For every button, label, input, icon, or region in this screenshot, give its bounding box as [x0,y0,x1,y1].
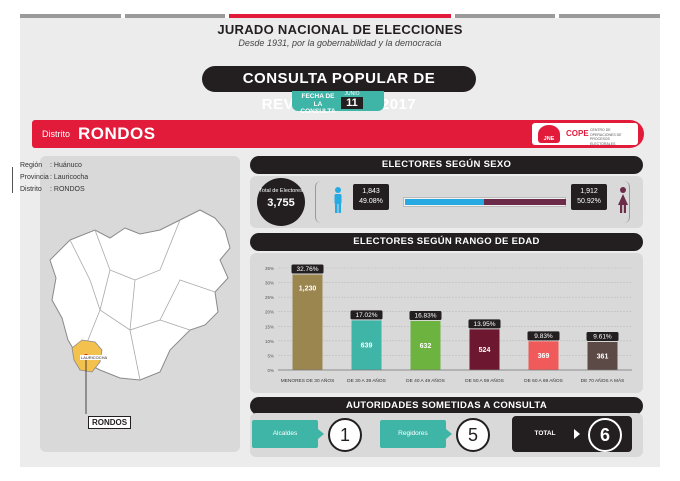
female-icon [618,187,628,213]
edad-heading: ELECTORES SEGÚN RANGO DE EDAD [250,233,643,251]
chart-y-tick: 5% [267,353,274,358]
sexo-bar-mujeres [484,199,566,205]
alcaldes-label: Alcaldes [252,420,318,448]
regidores-arrow-icon [446,429,452,439]
chart-category-label: DE 30 A 39 AÑOS [347,377,386,384]
chart-percent-label: 17.02% [355,312,377,319]
location-line [12,167,13,193]
chart-percent-label: 16.83% [414,312,436,319]
fecha-label: FECHA DE LA CONSULTA [300,93,336,115]
chart-percent-label: 13.95% [473,321,495,328]
autoridades-heading: AUTORIDADES SOMETIDAS A CONSULTA [250,397,643,415]
total-electores-badge: Total de Electores 3,755 [257,178,305,226]
distrito-band: Distrito RONDOS JNE COPE CENTRO DE OPERA… [32,120,644,148]
chart-percent-label-bg [291,264,324,274]
chart-category-label: DE 70 AÑOS A MÁS [581,377,625,384]
chart-value-label: 1,230 [299,286,317,293]
chart-value-label: 369 [538,353,550,360]
chart-y-tick: 10% [265,339,274,344]
cope-logo: JNE COPE CENTRO DE OPERACIONES DE PROCES… [532,123,638,146]
mujeres-pct: 50.92% [577,198,601,205]
huanuco-shape [49,209,231,381]
map-small-label: LAURICOCHA [80,355,109,360]
chart-bar [410,320,441,370]
chart-percent-label-bg [586,331,619,341]
edad-chart: 35% 30% 25% 20% 15% 10% 5% 0% 32.76% 1,230 MENORES… [265,264,632,384]
mujeres-value: 1,912 [580,188,598,195]
chart-y-tick: 20% [265,310,274,315]
province-borders [69,219,216,381]
chart-y-tick: 30% [265,281,274,286]
chart-value-label: 524 [479,347,491,354]
hombres-box: 1,843 49.08% [353,184,389,210]
total-autoridades-count: 6 [588,418,622,452]
fecha-dia: 11 [341,97,363,109]
chart-bar [292,274,323,370]
alcaldes-arrow-icon [318,429,324,439]
chart-percent-label-bg [527,331,560,341]
total-arrow-icon [574,429,580,439]
jne-logo-icon: JNE [538,125,560,143]
chart-bar [587,341,618,370]
chart-percent-label: 32.76% [296,266,318,273]
region-map [49,209,231,414]
loc-provincia: Provincia: Lauricocha [20,174,89,181]
cope-logo-text: COPE [566,129,589,138]
fecha-badge: FECHA DE LA CONSULTA JUNIO 11 [292,91,384,115]
chart-y-tick: 0% [267,368,274,373]
sexo-bar-hombres [405,199,484,205]
male-icon [334,187,342,213]
chart-value-label: 639 [361,343,373,350]
chart-bar [469,329,500,370]
sexo-bracket [315,181,630,223]
chart-percent-label-bg [409,310,442,320]
sexo-heading: ELECTORES SEGÚN SEXO [250,156,643,174]
hombres-pct: 49.08% [359,198,383,205]
cope-logo-caption: CENTRO DE OPERACIONES DE PROCESOS ELECTO… [590,128,622,146]
sexo-bar [403,197,566,207]
total-autoridades-label: TOTAL [516,420,574,448]
loc-distrito: Distrito: RONDOS [20,186,85,193]
chart-y-tick: 25% [265,295,274,300]
regidores-label: Regidores [380,420,446,448]
page-header: JURADO NACIONAL DE ELECCIONES Desde 1931… [20,18,660,56]
chart-percent-label: 9.83% [534,333,553,340]
fecha-mes: JUNIO [344,91,360,97]
page-subtitle: Desde 1931, por la gobernabilidad y la d… [238,38,442,48]
mujeres-box: 1,912 50.92% [571,184,607,210]
regidores-count: 5 [456,418,490,452]
chart-percent-label-bg [350,310,383,320]
chart-y-tick: 35% [265,266,274,271]
chart-category-label: MENORES DE 30 AÑOS [281,377,335,384]
distrito-name: RONDOS [78,124,156,143]
chart-bar [528,341,559,370]
chart-percent-label-bg [468,319,501,329]
chart-value-label: 361 [597,353,609,360]
chart-percent-label: 9.61% [593,333,612,340]
map-rondos-label: RONDOS [88,416,132,429]
page-title: JURADO NACIONAL DE ELECCIONES [217,22,463,37]
chart-category-label: DE 50 A 59 AÑOS [465,377,504,384]
alcaldes-count: 1 [328,418,362,452]
consulta-title: CONSULTA POPULAR DE REVOCATORIA 2017 [202,66,476,113]
chart-category-label: DE 40 A 49 AÑOS [406,377,445,384]
chart-y-tick: 15% [265,324,274,329]
top-strip [20,14,660,18]
hombres-value: 1,843 [362,188,380,195]
total-value: 3,755 [267,197,295,209]
chart-value-label: 632 [420,343,432,350]
chart-category-label: DE 60 A 69 AÑOS [524,377,563,384]
distrito-label: Distrito [42,129,71,139]
chart-bar [351,320,382,370]
loc-region: Región: Huánuco [20,162,82,169]
total-label: Total de Electores [259,188,303,194]
